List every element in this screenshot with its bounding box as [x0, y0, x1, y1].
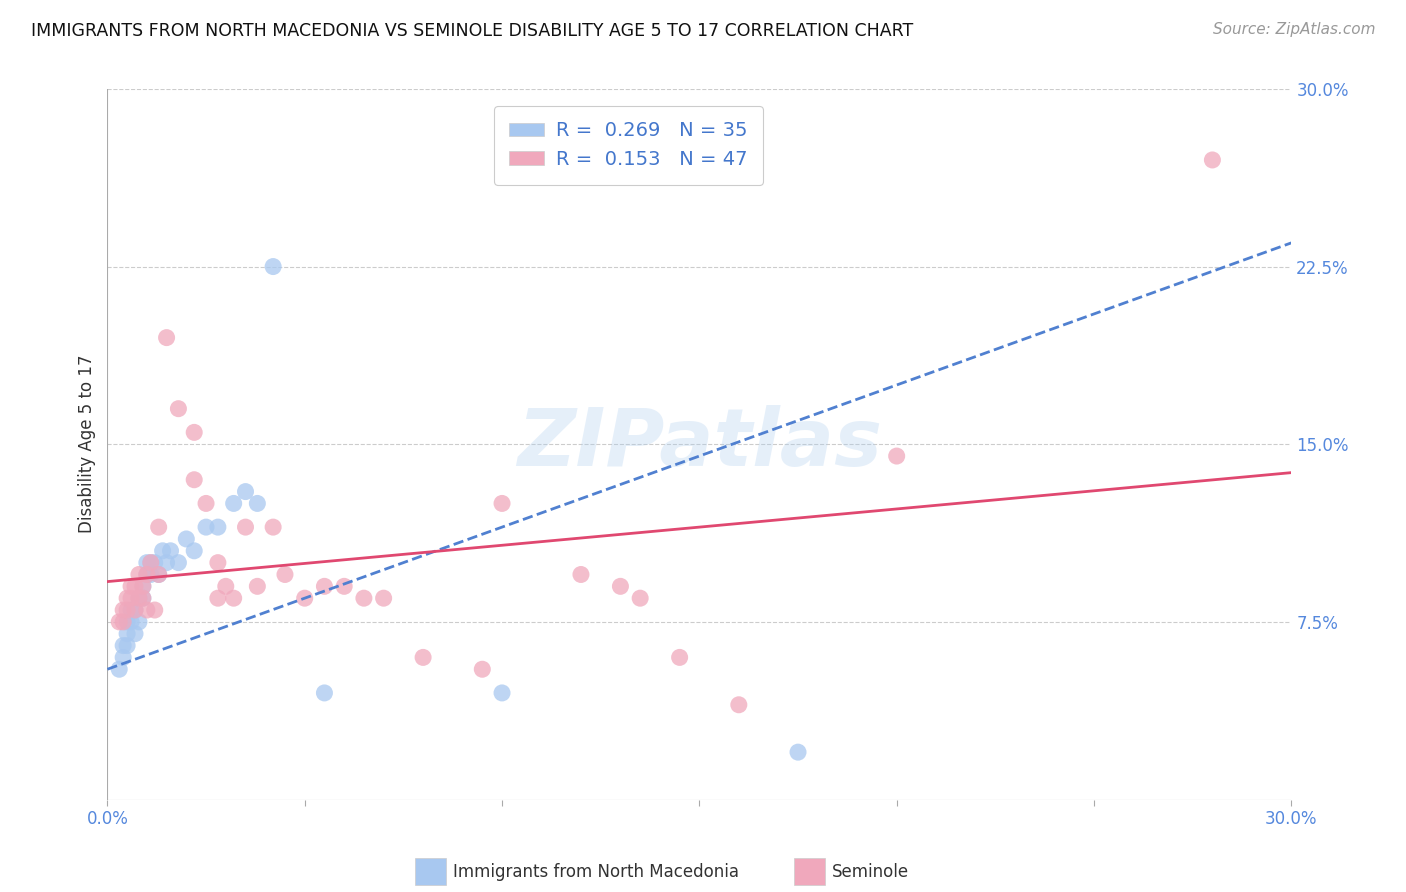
Point — [235, 484, 257, 499]
Point — [112, 603, 135, 617]
Point — [155, 330, 177, 344]
Point — [148, 520, 170, 534]
Point — [132, 579, 155, 593]
Point — [183, 543, 205, 558]
Y-axis label: Disability Age 5 to 17: Disability Age 5 to 17 — [79, 355, 96, 533]
Point — [167, 401, 190, 416]
Point — [183, 425, 205, 440]
Point — [112, 615, 135, 629]
Point — [115, 626, 138, 640]
Point — [159, 543, 181, 558]
Point — [135, 556, 157, 570]
Point — [373, 591, 395, 606]
Point — [727, 698, 749, 712]
Point — [314, 686, 336, 700]
Point — [135, 603, 157, 617]
Point — [124, 603, 146, 617]
Point — [215, 579, 238, 593]
Point — [246, 496, 269, 510]
Point — [333, 579, 356, 593]
Point — [132, 579, 155, 593]
Point — [115, 603, 138, 617]
Point — [262, 260, 284, 274]
Point — [143, 603, 166, 617]
Point — [668, 650, 690, 665]
Point — [207, 520, 229, 534]
Text: IMMIGRANTS FROM NORTH MACEDONIA VS SEMINOLE DISABILITY AGE 5 TO 17 CORRELATION C: IMMIGRANTS FROM NORTH MACEDONIA VS SEMIN… — [31, 22, 912, 40]
Point — [120, 579, 142, 593]
Point — [132, 591, 155, 606]
Point — [139, 556, 162, 570]
Point — [314, 579, 336, 593]
Point — [176, 532, 198, 546]
Point — [124, 603, 146, 617]
Point — [112, 639, 135, 653]
Point — [222, 496, 245, 510]
Point — [128, 591, 150, 606]
Text: ZIPatlas: ZIPatlas — [517, 405, 882, 483]
Point — [115, 591, 138, 606]
Point — [124, 626, 146, 640]
Point — [139, 567, 162, 582]
Point — [235, 520, 257, 534]
Point — [491, 496, 513, 510]
Point — [135, 567, 157, 582]
Point — [609, 579, 631, 593]
Point — [128, 567, 150, 582]
Point — [294, 591, 316, 606]
Point — [628, 591, 651, 606]
Point — [124, 579, 146, 593]
Point — [135, 567, 157, 582]
Text: Source: ZipAtlas.com: Source: ZipAtlas.com — [1212, 22, 1375, 37]
Point — [128, 591, 150, 606]
Point — [471, 662, 494, 676]
Point — [115, 639, 138, 653]
Point — [148, 567, 170, 582]
Text: Immigrants from North Macedonia: Immigrants from North Macedonia — [453, 863, 738, 881]
Point — [120, 591, 142, 606]
Point — [886, 449, 908, 463]
Legend: R =  0.269   N = 35, R =  0.153   N = 47: R = 0.269 N = 35, R = 0.153 N = 47 — [494, 106, 763, 185]
Point — [115, 615, 138, 629]
Point — [787, 745, 810, 759]
Point — [143, 556, 166, 570]
Text: Seminole: Seminole — [832, 863, 910, 881]
Point — [491, 686, 513, 700]
Point — [1201, 153, 1223, 167]
Point — [274, 567, 297, 582]
Point — [120, 615, 142, 629]
Point — [183, 473, 205, 487]
Point — [207, 556, 229, 570]
Point — [222, 591, 245, 606]
Point — [412, 650, 434, 665]
Point — [139, 556, 162, 570]
Point — [167, 556, 190, 570]
Point — [120, 603, 142, 617]
Point — [148, 567, 170, 582]
Point — [195, 496, 218, 510]
Point — [262, 520, 284, 534]
Point — [569, 567, 592, 582]
Point — [155, 556, 177, 570]
Point — [207, 591, 229, 606]
Point — [353, 591, 375, 606]
Point — [108, 662, 131, 676]
Point — [246, 579, 269, 593]
Point — [128, 615, 150, 629]
Point — [132, 591, 155, 606]
Point — [112, 650, 135, 665]
Point — [152, 543, 174, 558]
Point — [195, 520, 218, 534]
Point — [108, 615, 131, 629]
